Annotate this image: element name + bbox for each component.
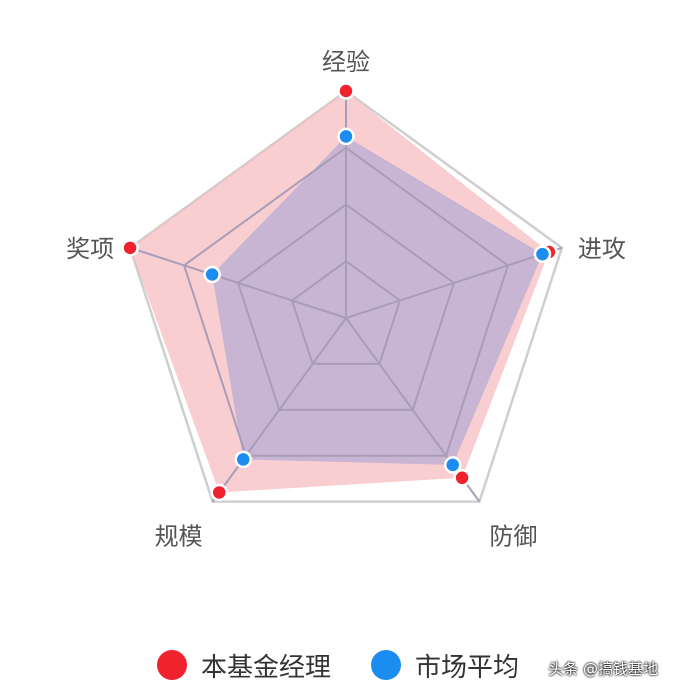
data-point-s1-0 <box>337 127 355 146</box>
data-point-s1-4 <box>203 265 221 284</box>
watermark: 头条 @搞钱基地 <box>548 660 658 678</box>
axis-label-1: 进攻 <box>578 235 626 263</box>
radar-spoke-3 <box>211 317 347 503</box>
data-point-s0-3 <box>210 483 228 502</box>
radar-spoke-1 <box>345 246 563 319</box>
data-point-s0-0 <box>337 82 355 100</box>
data-point-s1-3 <box>234 450 253 469</box>
legend-label-fund-manager: 本基金经理 <box>200 652 331 683</box>
legend: 本基金经理 市场平均 <box>0 640 676 690</box>
radar-grid-ring-3 <box>182 146 510 457</box>
legend-marker-market-average <box>371 650 401 680</box>
legend-item-market-average[interactable]: 市场平均 <box>371 647 519 684</box>
axis-label-3: 规模 <box>155 523 203 551</box>
axis-label-2: 防御 <box>489 523 537 551</box>
legend-label-market-average: 市场平均 <box>415 652 520 683</box>
data-point-s1-2 <box>443 456 462 474</box>
radar-grid-ring-1 <box>290 260 402 365</box>
series-area-1 <box>212 136 543 465</box>
legend-item-fund-manager[interactable]: 本基金经理 <box>156 647 331 684</box>
data-point-s1-1 <box>533 245 552 263</box>
legend-marker-fund-manager <box>156 650 187 680</box>
axis-label-4: 奖项 <box>66 235 114 263</box>
axis-label-0: 经验 <box>322 48 370 76</box>
radar-grid-ring-2 <box>236 203 456 411</box>
radar-spoke-4 <box>129 246 347 319</box>
data-point-s0-4 <box>121 239 139 257</box>
data-point-s0-2 <box>453 469 471 487</box>
radar-outer-ring <box>128 89 564 503</box>
